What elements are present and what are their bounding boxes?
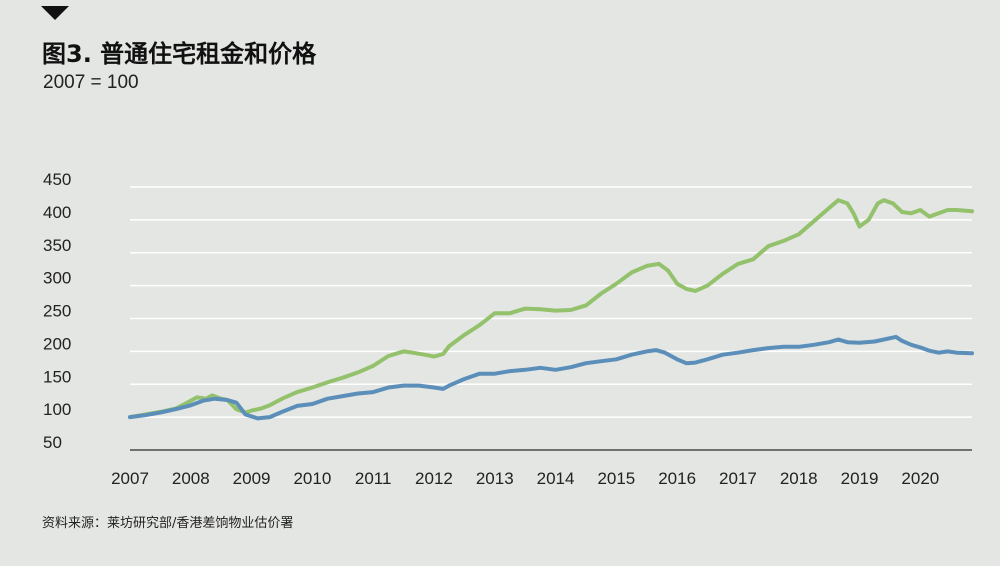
x-tick-label: 2018 — [780, 469, 818, 488]
x-axis-ticks: 2007 2008 2009 2010 2011 2012 2013 2014 2015 2016… — [111, 469, 939, 488]
y-tick-label: 250 — [43, 302, 71, 321]
chart-series — [128, 198, 974, 421]
x-tick-label: 2008 — [172, 469, 210, 488]
x-tick-label: 2012 — [415, 469, 453, 488]
x-tick-label: 2014 — [537, 469, 575, 488]
y-tick-label: 150 — [43, 367, 71, 386]
x-tick-label: 2015 — [597, 469, 635, 488]
series-line-0 — [128, 198, 974, 420]
section-marker-triangle — [41, 6, 69, 20]
source-note: 资料来源：莱坊研究部/香港差饷物业估价署 — [42, 516, 294, 531]
x-tick-label: 2007 — [111, 469, 149, 488]
y-axis-ticks: 450 400 350 300 250 200 150 100 50 — [43, 170, 71, 452]
y-tick-label: 50 — [43, 433, 62, 452]
y-tick-label: 100 — [43, 400, 71, 419]
y-tick-label: 350 — [43, 236, 71, 255]
y-tick-label: 400 — [43, 203, 71, 222]
x-tick-label: 2017 — [719, 469, 757, 488]
y-tick-label: 300 — [43, 269, 71, 288]
y-tick-label: 450 — [43, 170, 71, 189]
x-tick-label: 2010 — [293, 469, 331, 488]
x-tick-label: 2020 — [901, 469, 939, 488]
series-line-1 — [128, 334, 974, 421]
chart-title: 图3. 普通住宅租金和价格 — [42, 40, 317, 68]
x-tick-label: 2009 — [233, 469, 271, 488]
x-tick-label: 2013 — [476, 469, 514, 488]
x-tick-label: 2019 — [841, 469, 879, 488]
y-tick-label: 200 — [43, 334, 71, 353]
x-tick-label: 2011 — [355, 469, 392, 488]
chart-subtitle: 2007 = 100 — [43, 72, 139, 93]
x-tick-label: 2016 — [658, 469, 696, 488]
